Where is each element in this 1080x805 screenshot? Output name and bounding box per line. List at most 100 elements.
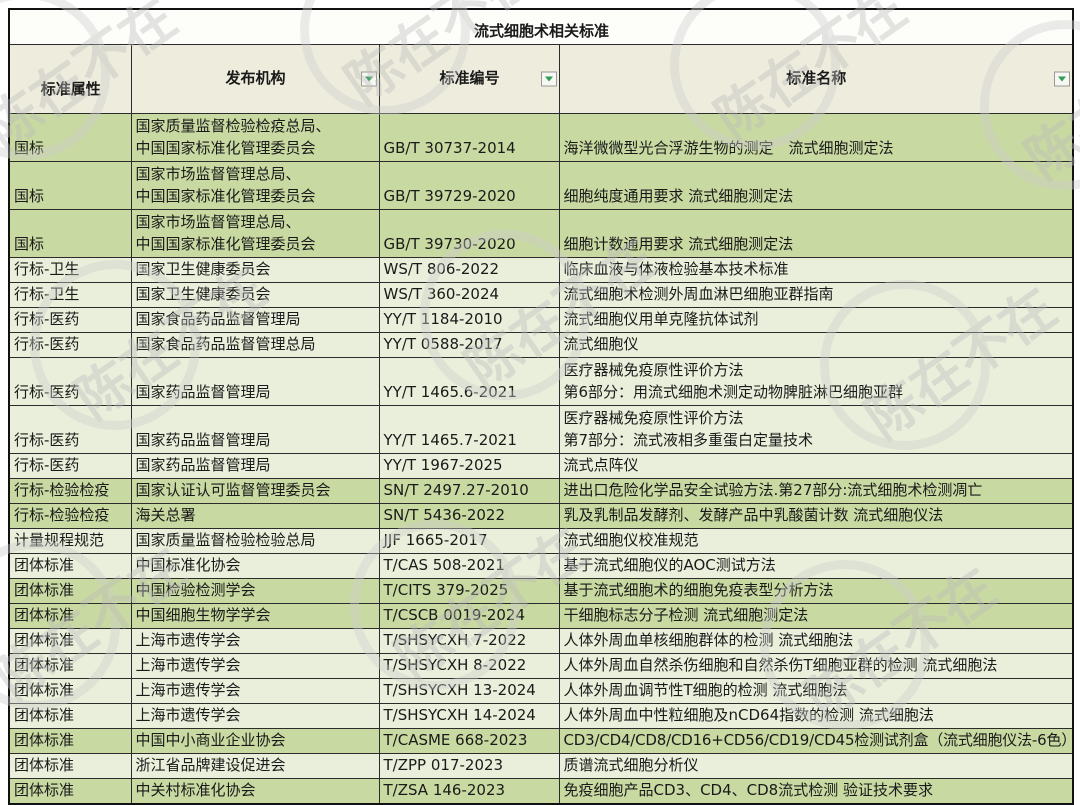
code-cell[interactable]: SN/T 5436-2022 xyxy=(378,503,560,529)
org-cell[interactable]: 上海市遗传学会 xyxy=(130,703,380,729)
name-cell[interactable]: 医疗器械免疫原性评价方法 第7部分：流式液相多重蛋白定量技术 xyxy=(558,405,1074,454)
name-cell[interactable]: 流式细胞仪校准规范 xyxy=(558,528,1074,554)
attr-cell[interactable]: 团体标准 xyxy=(8,703,132,729)
org-cell[interactable]: 中国中小商业企业协会 xyxy=(130,728,380,754)
code-cell[interactable]: T/SHSYCXH 7-2022 xyxy=(378,628,560,654)
code-cell[interactable]: T/SHSYCXH 13-2024 xyxy=(378,678,560,704)
org-cell[interactable]: 中国检验检测学会 xyxy=(130,578,380,604)
attr-cell[interactable]: 行标-检验检疫 xyxy=(8,478,132,504)
code-cell[interactable]: YY/T 1465.6-2021 xyxy=(378,357,560,406)
name-cell[interactable]: 流式细胞术检测外周血淋巴细胞亚群指南 xyxy=(558,282,1074,308)
name-cell[interactable]: 临床血液与体液检验基本技术标准 xyxy=(558,257,1074,283)
attr-cell[interactable]: 团体标准 xyxy=(8,628,132,654)
attr-cell[interactable]: 行标-医药 xyxy=(8,357,132,406)
column-header-code[interactable]: 标准编号 xyxy=(378,44,560,114)
name-cell[interactable]: 海洋微微型光合浮游生物的测定 流式细胞测定法 xyxy=(558,113,1074,162)
code-cell[interactable]: YY/T 1465.7-2021 xyxy=(378,405,560,454)
org-cell[interactable]: 国家药品监督管理局 xyxy=(130,405,380,454)
code-cell[interactable]: T/CITS 379-2025 xyxy=(378,578,560,604)
code-cell[interactable]: YY/T 1967-2025 xyxy=(378,453,560,479)
code-cell[interactable]: T/SHSYCXH 14-2024 xyxy=(378,703,560,729)
name-cell[interactable]: 基于流式细胞仪的AOC测试方法 xyxy=(558,553,1074,579)
attr-cell[interactable]: 行标-检验检疫 xyxy=(8,503,132,529)
org-cell[interactable]: 国家食品药品监督管理总局 xyxy=(130,332,380,358)
name-cell[interactable]: 医疗器械免疫原性评价方法 第6部分：用流式细胞术测定动物脾脏淋巴细胞亚群 xyxy=(558,357,1074,406)
name-cell[interactable]: 进出口危险化学品安全试验方法.第27部分:流式细胞术检测凋亡 xyxy=(558,478,1074,504)
attr-cell[interactable]: 计量规程规范 xyxy=(8,528,132,554)
name-cell[interactable]: 人体外周血调节性T细胞的检测 流式细胞法 xyxy=(558,678,1074,704)
org-cell[interactable]: 中国细胞生物学学会 xyxy=(130,603,380,629)
name-cell[interactable]: 流式点阵仪 xyxy=(558,453,1074,479)
name-cell[interactable]: 流式细胞仪 xyxy=(558,332,1074,358)
name-cell[interactable]: 免疫细胞产品CD3、CD4、CD8流式检测 验证技术要求 xyxy=(558,778,1074,805)
attr-cell[interactable]: 行标-卫生 xyxy=(8,257,132,283)
attr-cell[interactable]: 国标 xyxy=(8,161,132,210)
code-cell[interactable]: YY/T 0588-2017 xyxy=(378,332,560,358)
attr-cell[interactable]: 团体标准 xyxy=(8,678,132,704)
code-cell[interactable]: T/ZSA 146-2023 xyxy=(378,778,560,805)
filter-button-name[interactable] xyxy=(1054,71,1071,87)
name-cell[interactable]: 人体外周血中性粒细胞及nCD64指数的检测 流式细胞法 xyxy=(558,703,1074,729)
code-cell[interactable]: GB/T 39730-2020 xyxy=(378,209,560,258)
name-cell[interactable]: 质谱流式细胞分析仪 xyxy=(558,753,1074,779)
code-cell[interactable]: WS/T 806-2022 xyxy=(378,257,560,283)
org-cell[interactable]: 国家卫生健康委员会 xyxy=(130,257,380,283)
attr-cell[interactable]: 行标-医药 xyxy=(8,405,132,454)
name-cell[interactable]: 人体外周血单核细胞群体的检测 流式细胞法 xyxy=(558,628,1074,654)
attr-cell[interactable]: 行标-医药 xyxy=(8,332,132,358)
org-cell[interactable]: 上海市遗传学会 xyxy=(130,653,380,679)
name-cell[interactable]: 人体外周血自然杀伤细胞和自然杀伤T细胞亚群的检测 流式细胞法 xyxy=(558,653,1074,679)
code-cell[interactable]: WS/T 360-2024 xyxy=(378,282,560,308)
org-cell[interactable]: 海关总署 xyxy=(130,503,380,529)
org-cell[interactable]: 国家质量监督检验检疫总局、 中国国家标准化管理委员会 xyxy=(130,113,380,162)
attr-cell[interactable]: 团体标准 xyxy=(8,653,132,679)
name-cell[interactable]: CD3/CD4/CD8/CD16+CD56/CD19/CD45检测试剂盒（流式细… xyxy=(558,728,1074,754)
filter-button-org[interactable] xyxy=(360,71,377,87)
name-cell[interactable]: 流式细胞仪用单克隆抗体试剂 xyxy=(558,307,1074,333)
attr-cell[interactable]: 行标-医药 xyxy=(8,453,132,479)
org-cell[interactable]: 国家卫生健康委员会 xyxy=(130,282,380,308)
org-cell[interactable]: 浙江省品牌建设促进会 xyxy=(130,753,380,779)
org-cell[interactable]: 国家质量监督检验检验总局 xyxy=(130,528,380,554)
code-cell[interactable]: GB/T 30737-2014 xyxy=(378,113,560,162)
code-cell[interactable]: T/SHSYCXH 8-2022 xyxy=(378,653,560,679)
code-cell[interactable]: T/CSCB 0019-2024 xyxy=(378,603,560,629)
name-cell[interactable]: 干细胞标志分子检测 流式细胞测定法 xyxy=(558,603,1074,629)
org-cell[interactable]: 国家市场监督管理总局、 中国国家标准化管理委员会 xyxy=(130,161,380,210)
org-cell[interactable]: 中关村标准化协会 xyxy=(130,778,380,805)
code-cell[interactable]: T/CASME 668-2023 xyxy=(378,728,560,754)
attr-cell[interactable]: 国标 xyxy=(8,113,132,162)
org-cell[interactable]: 国家药品监督管理局 xyxy=(130,453,380,479)
code-cell[interactable]: YY/T 1184-2010 xyxy=(378,307,560,333)
org-cell[interactable]: 国家市场监督管理总局、 中国国家标准化管理委员会 xyxy=(130,209,380,258)
code-cell[interactable]: SN/T 2497.27-2010 xyxy=(378,478,560,504)
org-cell[interactable]: 国家食品药品监督管理局 xyxy=(130,307,380,333)
attr-cell[interactable]: 团体标准 xyxy=(8,553,132,579)
filter-button-code[interactable] xyxy=(540,71,557,87)
attr-cell[interactable]: 团体标准 xyxy=(8,753,132,779)
org-cell[interactable]: 国家认证认可监督管理委员会 xyxy=(130,478,380,504)
column-header-attr[interactable]: 标准属性 xyxy=(8,44,132,114)
org-cell[interactable]: 国家药品监督管理局 xyxy=(130,357,380,406)
attr-cell[interactable]: 团体标准 xyxy=(8,728,132,754)
column-header-org[interactable]: 发布机构 xyxy=(130,44,380,114)
name-cell[interactable]: 基于流式细胞术的细胞免疫表型分析方法 xyxy=(558,578,1074,604)
org-cell[interactable]: 上海市遗传学会 xyxy=(130,628,380,654)
code-cell[interactable]: GB/T 39729-2020 xyxy=(378,161,560,210)
sheet-title[interactable]: 流式细胞术相关标准 xyxy=(8,8,1074,45)
code-cell[interactable]: T/CAS 508-2021 xyxy=(378,553,560,579)
attr-cell[interactable]: 团体标准 xyxy=(8,603,132,629)
code-cell[interactable]: T/ZPP 017-2023 xyxy=(378,753,560,779)
attr-cell[interactable]: 行标-卫生 xyxy=(8,282,132,308)
column-header-name[interactable]: 标准名称 xyxy=(558,44,1074,114)
attr-cell[interactable]: 国标 xyxy=(8,209,132,258)
name-cell[interactable]: 乳及乳制品发酵剂、发酵产品中乳酸菌计数 流式细胞仪法 xyxy=(558,503,1074,529)
attr-cell[interactable]: 行标-医药 xyxy=(8,307,132,333)
name-cell[interactable]: 细胞纯度通用要求 流式细胞测定法 xyxy=(558,161,1074,210)
attr-cell[interactable]: 团体标准 xyxy=(8,578,132,604)
code-cell[interactable]: JJF 1665-2017 xyxy=(378,528,560,554)
attr-cell[interactable]: 团体标准 xyxy=(8,778,132,805)
name-cell[interactable]: 细胞计数通用要求 流式细胞测定法 xyxy=(558,209,1074,258)
org-cell[interactable]: 上海市遗传学会 xyxy=(130,678,380,704)
org-cell[interactable]: 中国标准化协会 xyxy=(130,553,380,579)
